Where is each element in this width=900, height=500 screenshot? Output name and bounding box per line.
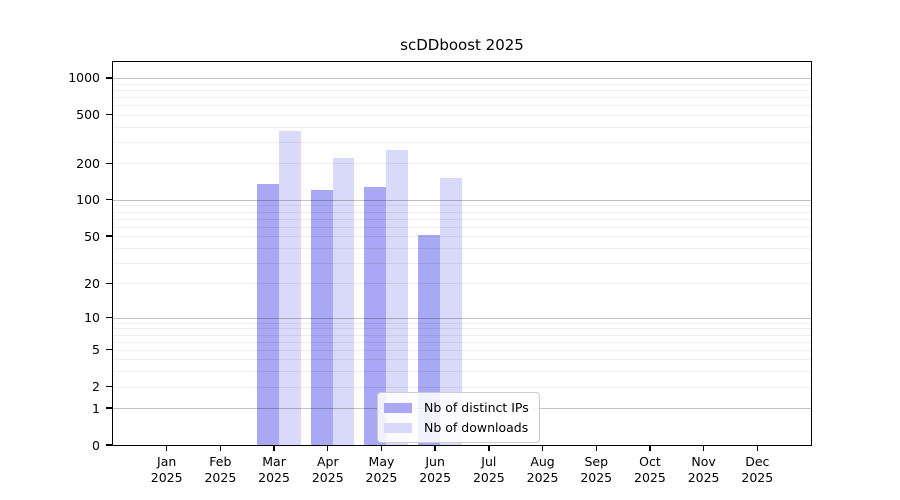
- y-tick-label: 20: [84, 275, 100, 291]
- y-tick-label: 2: [92, 379, 100, 395]
- x-tick-mark: [649, 445, 651, 451]
- x-tick-label: Dec 2025: [741, 454, 774, 485]
- x-tick-mark: [327, 445, 329, 451]
- bar-downloads: [278, 131, 301, 445]
- x-tick-label: Mar 2025: [258, 454, 290, 485]
- bar-downloads: [332, 158, 355, 445]
- y-tick-mark: [106, 235, 113, 237]
- x-tick-label: Apr 2025: [311, 454, 344, 485]
- x-tick-mark: [165, 445, 168, 451]
- legend-item-distinct-ips: Nb of distinct IPs: [384, 400, 529, 415]
- bar-distinct-ips: [310, 190, 333, 445]
- legend-swatch-downloads: [384, 422, 412, 433]
- y-tick-mark: [106, 444, 113, 446]
- bar-downloads: [386, 150, 409, 445]
- x-tick-label: Jul 2025: [472, 454, 505, 485]
- y-tick-mark: [106, 162, 113, 164]
- x-tick-label: May 2025: [365, 454, 398, 485]
- bar-distinct-ips: [364, 187, 387, 445]
- x-tick-mark: [380, 445, 383, 451]
- y-tick-mark: [106, 77, 113, 79]
- chart-title: scDDboost 2025: [400, 36, 524, 54]
- x-tick-label: Feb 2025: [204, 454, 237, 485]
- x-tick-label: Jun 2025: [419, 454, 452, 485]
- plot-area: [113, 62, 811, 445]
- y-tick-mark: [106, 282, 113, 284]
- y-tick-mark: [106, 349, 113, 351]
- x-tick-label: Jan 2025: [150, 454, 183, 485]
- x-tick-mark: [219, 445, 222, 451]
- y-tick-mark: [106, 114, 113, 116]
- legend-item-downloads: Nb of downloads: [384, 420, 529, 435]
- x-tick-mark: [595, 445, 597, 451]
- x-tick-mark: [702, 445, 705, 451]
- bar-distinct-ips: [257, 184, 279, 445]
- x-tick-mark: [273, 445, 275, 451]
- x-tick-mark: [434, 445, 436, 451]
- y-tick-label: 10: [84, 310, 100, 326]
- y-tick-mark: [106, 385, 113, 388]
- y-tick-label: 200: [76, 155, 100, 171]
- y-tick-mark: [106, 407, 113, 409]
- legend: Nb of distinct IPs Nb of downloads: [377, 392, 540, 443]
- y-tick-label: 0: [92, 437, 100, 453]
- x-tick-label: Nov 2025: [687, 454, 720, 485]
- y-tick-label: 1: [92, 400, 100, 416]
- y-tick-label: 500: [76, 107, 100, 123]
- bars-layer: [113, 62, 811, 445]
- x-tick-label: Aug 2025: [526, 454, 559, 485]
- y-tick-label: 50: [84, 228, 100, 244]
- x-tick-mark: [541, 445, 544, 451]
- bar-downloads: [439, 178, 462, 445]
- y-tick-label: 100: [76, 192, 100, 208]
- y-tick-mark: [106, 199, 113, 201]
- legend-label-distinct-ips: Nb of distinct IPs: [424, 400, 529, 415]
- legend-swatch-distinct-ips: [384, 402, 412, 413]
- x-tick-mark: [756, 445, 758, 451]
- x-tick-label: Sep 2025: [580, 454, 613, 485]
- x-tick-label: Oct 2025: [634, 454, 666, 485]
- x-tick-mark: [488, 445, 490, 451]
- legend-label-downloads: Nb of downloads: [424, 420, 529, 435]
- y-tick-label: 1000: [68, 70, 100, 86]
- y-tick-mark: [106, 316, 113, 319]
- y-tick-label: 5: [92, 342, 100, 358]
